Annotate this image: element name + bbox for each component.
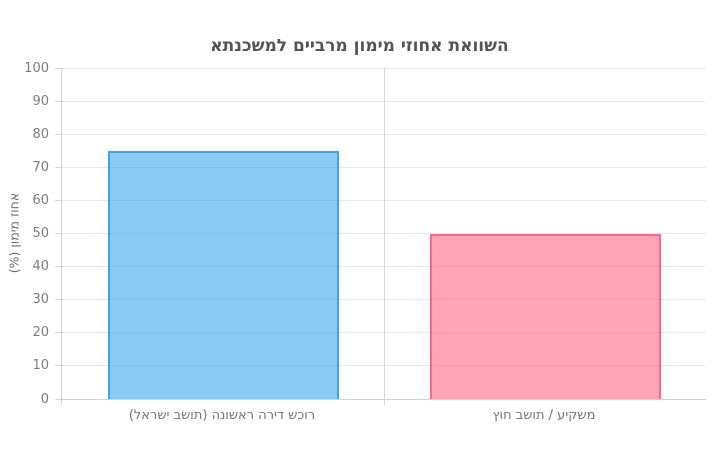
bar-category-0[interactable] [107, 150, 339, 399]
y-tick-label-60: 60 [32, 192, 49, 208]
y-tick-mark-0 [55, 398, 61, 400]
y-tick-mark-20 [55, 332, 61, 334]
y-tick-label-50: 50 [32, 226, 49, 241]
y-tick-mark-40 [55, 266, 61, 268]
x-category-label-0: רוכש דירה ראשונה (תושב ישראל) [128, 408, 316, 423]
x-category-label-1: משקיע / תושב חוץ [492, 408, 596, 423]
y-tick-mark-50 [55, 233, 61, 234]
y-tick-label-90: 90 [32, 93, 49, 109]
y-tick-label-20: 20 [32, 325, 49, 341]
y-tick-label-10: 10 [32, 358, 49, 374]
y-tick-label-40: 40 [32, 259, 49, 275]
y-tick-label-80: 80 [32, 126, 49, 142]
y-tick-mark-80 [55, 133, 61, 135]
bar-category-1[interactable] [429, 233, 661, 399]
y-tick-label-30: 30 [32, 292, 49, 308]
y-tick-label-70: 70 [32, 159, 49, 175]
y-tick-mark-70 [55, 166, 61, 168]
y-tick-mark-100 [55, 67, 61, 69]
y-tick-mark-90 [55, 100, 61, 102]
y-axis-bottom-tick [60, 399, 62, 405]
chart-title: השוואת אחוזי מימון מרביים למשכנתא [210, 36, 509, 56]
y-tick-mark-10 [55, 365, 61, 367]
plot-area [61, 67, 706, 405]
y-tick-label-0: 0 [40, 391, 49, 407]
y-tick-mark-60 [55, 199, 61, 201]
category-divider-gridline [383, 68, 385, 405]
y-tick-label-100: 100 [24, 60, 49, 76]
y-tick-mark-30 [55, 299, 61, 301]
